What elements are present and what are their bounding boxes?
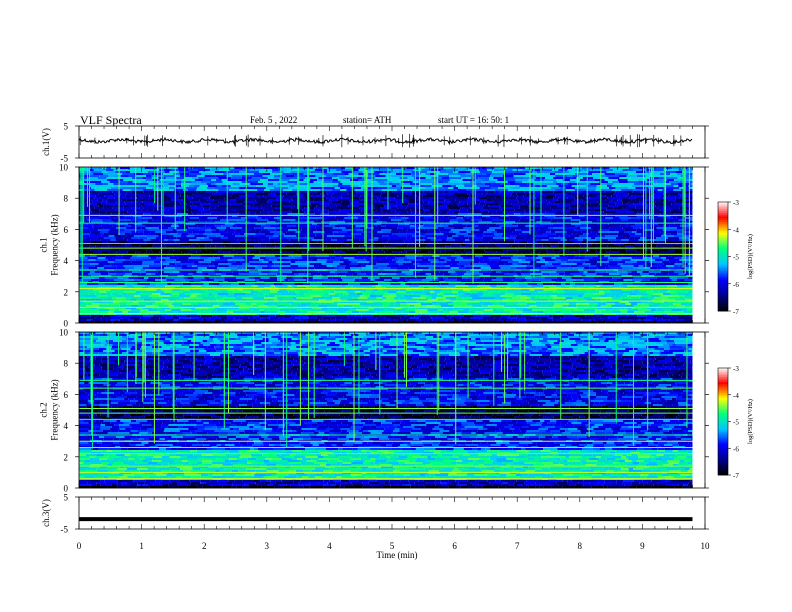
channel-2-spectrogram-ytick-label: 10 [59,328,69,338]
x-tick-label: 7 [515,541,520,551]
channel-1-spectrogram-ytick-label: 0 [64,319,69,329]
channel-2-spectrogram-colorbar-label: log(PSD)(V²/Hz) [747,399,754,444]
x-tick-label: 9 [640,541,645,551]
x-tick-label: 10 [701,541,711,551]
channel-1-waveform-ytick-label: 5 [64,122,69,132]
channel-2-spectrogram-colorbar-tick-label: -5 [733,419,739,427]
x-tick-label: 4 [327,541,332,551]
plot-panels: 5 -5 ch.1(V) -3 -4 -5 -6 -7 log(PSD)(V²/Hz) 0 2 4 6 8… [39,122,755,552]
channel-1-spectrogram-empty-tail [692,167,705,323]
channel-2-spectrogram-empty-tail [692,332,705,488]
x-tick-label: 2 [202,541,207,551]
channel-1-spectrogram-colorbar-label: log(PSD)(V²/Hz) [747,234,754,279]
channel-1-spectrogram-ylabel: ch.1Frequency (kHz) [39,214,60,275]
channel-2-spectrogram-colorbar-tick-label: -3 [733,365,739,373]
channel-1-waveform-ytick-label: -5 [61,154,69,164]
x-tick-label: 5 [390,541,395,551]
channel-1-spectrogram-ytick-label: 4 [64,256,69,266]
date-label: Feb. 5 , 2022 [250,115,297,125]
x-tick-label: 8 [578,541,583,551]
figure-title: VLF Spectra [80,113,142,127]
channel-2-spectrogram-ylabel: ch.2Frequency (kHz) [39,379,60,440]
channel-1-spectrogram-ytick-label: 10 [59,163,69,173]
station-label: station= ATH [343,115,392,125]
channel-3-waveform-ytick-label: -5 [61,525,69,535]
channel-2-spectrogram-ytick-label: 6 [64,390,69,400]
channel-3-waveform-ytick-label: 5 [64,493,69,503]
channel-2-spectrogram-ytick-label: 4 [64,421,69,431]
channel-1-spectrogram-colorbar-tick-label: -6 [733,281,739,289]
channel-2-spectrogram-ytick-label: 0 [64,484,69,494]
channel-1-spectrogram-ytick-label: 6 [64,225,69,235]
channel-1-waveform-ylabel: ch.1(V) [41,128,51,156]
channel-2-spectrogram-colorbar-tick-label: -4 [733,392,739,400]
channel-1-spectrogram-colorbar-tick-label: -5 [733,254,739,262]
channel-1-spectrogram-colorbar-tick-label: -3 [733,199,739,207]
start-time-label: start UT = 16: 50: 1 [438,115,509,125]
channel-1-spectrogram-colorbar-tick-label: -7 [733,308,739,316]
channel-2-spectrogram-cells [79,332,693,489]
channel-2-spectrogram-ytick-label: 8 [64,359,69,369]
channel-2-spectrogram-ytick-label: 2 [64,452,69,462]
x-tick-label: 6 [452,541,457,551]
channel-2-spectrogram-colorbar-tick-label: -6 [733,445,739,453]
channel-3-waveform-ylabel: ch.3(V) [41,499,51,527]
x-axis-label: Time (min) [377,550,418,560]
channel-1-spectrogram-ytick-label: 2 [64,287,69,297]
channel-2-spectrogram-colorbar-tick-label: -7 [733,472,739,480]
x-tick-label: 3 [265,541,270,551]
x-tick-label: 0 [77,541,82,551]
channel-1-spectrogram-ytick-label: 8 [64,194,69,204]
channel-1-waveform-trace [78,136,693,145]
channel-1-spectrogram-colorbar-tick-label: -4 [733,226,739,234]
x-tick-label: 1 [139,541,144,551]
